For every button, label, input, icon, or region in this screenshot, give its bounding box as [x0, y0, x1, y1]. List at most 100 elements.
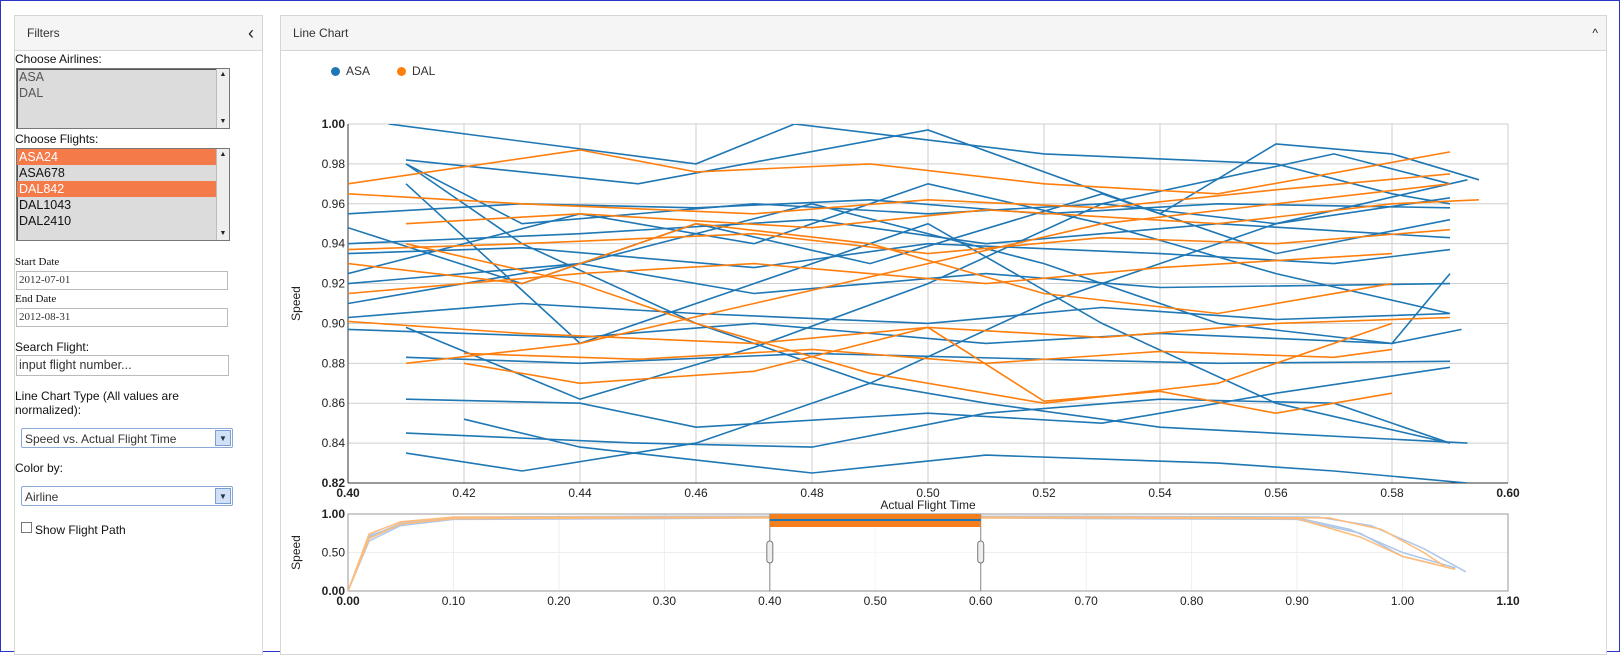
y-tick-label: 0.50 — [322, 546, 346, 560]
x-tick-label: 0.50 — [864, 594, 888, 608]
y-tick-label: 0.92 — [322, 277, 346, 291]
x-tick-label: 0.00 — [336, 594, 360, 608]
y-tick-label: 0.96 — [322, 197, 346, 211]
series-line-asa — [348, 262, 1451, 295]
series-line-asa — [348, 242, 1451, 269]
chart-type-label: Line Chart Type (All values are normaliz… — [15, 389, 179, 417]
legend-item-asa[interactable]: ASA — [331, 64, 370, 78]
scroll-down-icon[interactable]: ▼ — [219, 118, 227, 125]
flight-option[interactable]: DAL1043 — [19, 198, 72, 212]
flights-listbox[interactable]: ASA24 ASA678 DAL842 DAL1043 DAL2410 ▲ ▼ — [16, 148, 230, 241]
legend-label: DAL — [412, 64, 436, 78]
series-line-dal — [348, 173, 1451, 215]
x-tick-label: 0.60 — [969, 594, 993, 608]
scroll-up-icon[interactable]: ▲ — [219, 151, 227, 158]
collapse-left-icon[interactable]: ‹ — [248, 23, 254, 43]
collapse-up-icon[interactable]: ^ — [1592, 26, 1598, 40]
legend-dot-icon — [397, 67, 406, 76]
flight-option[interactable]: ASA24 — [17, 149, 229, 165]
scroll-down-icon[interactable]: ▼ — [219, 230, 227, 237]
series-line-asa — [348, 218, 1451, 245]
series-line-dal — [463, 326, 1393, 415]
airline-option[interactable]: ASA — [19, 70, 45, 84]
airline-option[interactable]: DAL — [19, 86, 44, 100]
series-line-asa — [463, 418, 1468, 483]
start-date-label: Start Date — [15, 256, 60, 268]
series-line-asa — [388, 124, 1451, 205]
y-axis-label: Speed — [289, 286, 303, 321]
flight-option[interactable]: DAL842 — [17, 181, 229, 197]
brush-handle-icon[interactable] — [766, 540, 774, 564]
x-axis-label: Actual Flight Time — [880, 498, 976, 512]
y-tick-label: 0.00 — [322, 584, 346, 598]
x-tick-label: 0.30 — [653, 594, 677, 608]
brush[interactable] — [766, 513, 985, 592]
y-tick-label: 0.84 — [322, 436, 346, 450]
flights-label: Choose Flights: — [15, 132, 99, 146]
series-line-asa — [405, 366, 1451, 429]
chart-header: Line Chart ^ — [281, 16, 1606, 51]
brush-handle-icon[interactable] — [977, 540, 985, 564]
chart-type-select[interactable]: Speed vs. Actual Flight Time ▼ — [21, 428, 233, 448]
x-tick-label: 0.44 — [568, 486, 592, 500]
filters-header: Filters ‹ — [15, 16, 262, 51]
x-tick-label: 0.46 — [684, 486, 708, 500]
line-chart-panel: Line Chart ^ ASA DAL 0.40 0.42 0.44 0.46 0.4… — [280, 15, 1607, 655]
x-tick-label: 1.00 — [1391, 594, 1415, 608]
legend-item-dal[interactable]: DAL — [397, 64, 435, 78]
series-line-dal — [463, 348, 1393, 365]
y-tick-label: 0.98 — [322, 157, 346, 171]
chart-type-value: Speed vs. Actual Flight Time — [25, 432, 177, 446]
x-tick-label: 0.42 — [452, 486, 476, 500]
x-tick-label: 0.52 — [1032, 486, 1056, 500]
show-flight-path-label: Show Flight Path — [35, 523, 126, 537]
legend-dot-icon — [331, 67, 340, 76]
series-line-dal — [348, 222, 1393, 315]
chart-svg: 0.40 0.42 0.44 0.46 0.48 0.50 0.52 0.54 0.56 0.58… — [289, 117, 1520, 608]
series-line-asa — [405, 179, 1468, 472]
y-tick-label: 0.90 — [322, 316, 346, 330]
flights-scrollbar[interactable]: ▲ ▼ — [216, 149, 229, 240]
series-line-asa — [405, 153, 1451, 401]
color-by-value: Airline — [25, 490, 59, 504]
x-tick-label: 0.80 — [1180, 594, 1204, 608]
flight-option[interactable]: DAL2410 — [19, 214, 72, 228]
y-tick-label: 0.94 — [322, 237, 346, 251]
x-tick-label: 0.56 — [1264, 486, 1288, 500]
start-date-input[interactable]: 2012-07-01 — [16, 271, 228, 290]
x-tick-label: 0.48 — [800, 486, 824, 500]
y-tick-label: 0.88 — [322, 356, 346, 370]
series-line-dal — [348, 149, 1451, 195]
main-chart: 0.40 0.42 0.44 0.46 0.48 0.50 0.52 0.54 0.56 0.58… — [289, 117, 1520, 512]
scroll-up-icon[interactable]: ▲ — [219, 71, 227, 78]
x-tick-label: 0.20 — [547, 594, 571, 608]
x-tick-label: 0.40 — [336, 486, 360, 500]
color-by-label: Color by: — [15, 461, 64, 475]
x-tick-label: 0.10 — [442, 594, 466, 608]
series-line-dal — [405, 183, 1451, 365]
color-by-select[interactable]: Airline ▼ — [21, 486, 233, 506]
chart-panel-title: Line Chart — [293, 26, 349, 40]
filters-panel: Filters ‹ Choose Airlines: ASA DAL ▲ ▼ C… — [14, 15, 263, 655]
y-tick-label: 0.82 — [322, 476, 346, 490]
end-date-label: End Date — [15, 293, 57, 305]
airlines-listbox[interactable]: ASA DAL ▲ ▼ — [16, 68, 230, 129]
series-line-dal — [405, 242, 1393, 405]
flight-option[interactable]: ASA678 — [19, 166, 65, 180]
series-line-dal — [405, 199, 1480, 229]
x-tick-label: 0.60 — [1496, 486, 1520, 500]
airlines-label: Choose Airlines: — [15, 52, 102, 66]
series-line-asa — [348, 302, 1451, 325]
y-tick-label: 1.00 — [322, 117, 346, 131]
end-date-input[interactable]: 2012-08-31 — [16, 308, 228, 327]
airlines-scrollbar[interactable]: ▲ ▼ — [216, 69, 229, 128]
filters-title: Filters — [27, 26, 60, 40]
legend-label: ASA — [346, 64, 371, 78]
x-tick-label: 0.50 — [916, 486, 940, 500]
chevron-down-icon[interactable]: ▼ — [215, 488, 231, 504]
series-line-dal — [348, 228, 1451, 255]
show-flight-path-checkbox[interactable] — [21, 522, 32, 533]
search-input[interactable]: input flight number... — [16, 355, 229, 376]
series-group — [348, 124, 1480, 483]
chevron-down-icon[interactable]: ▼ — [215, 430, 231, 446]
